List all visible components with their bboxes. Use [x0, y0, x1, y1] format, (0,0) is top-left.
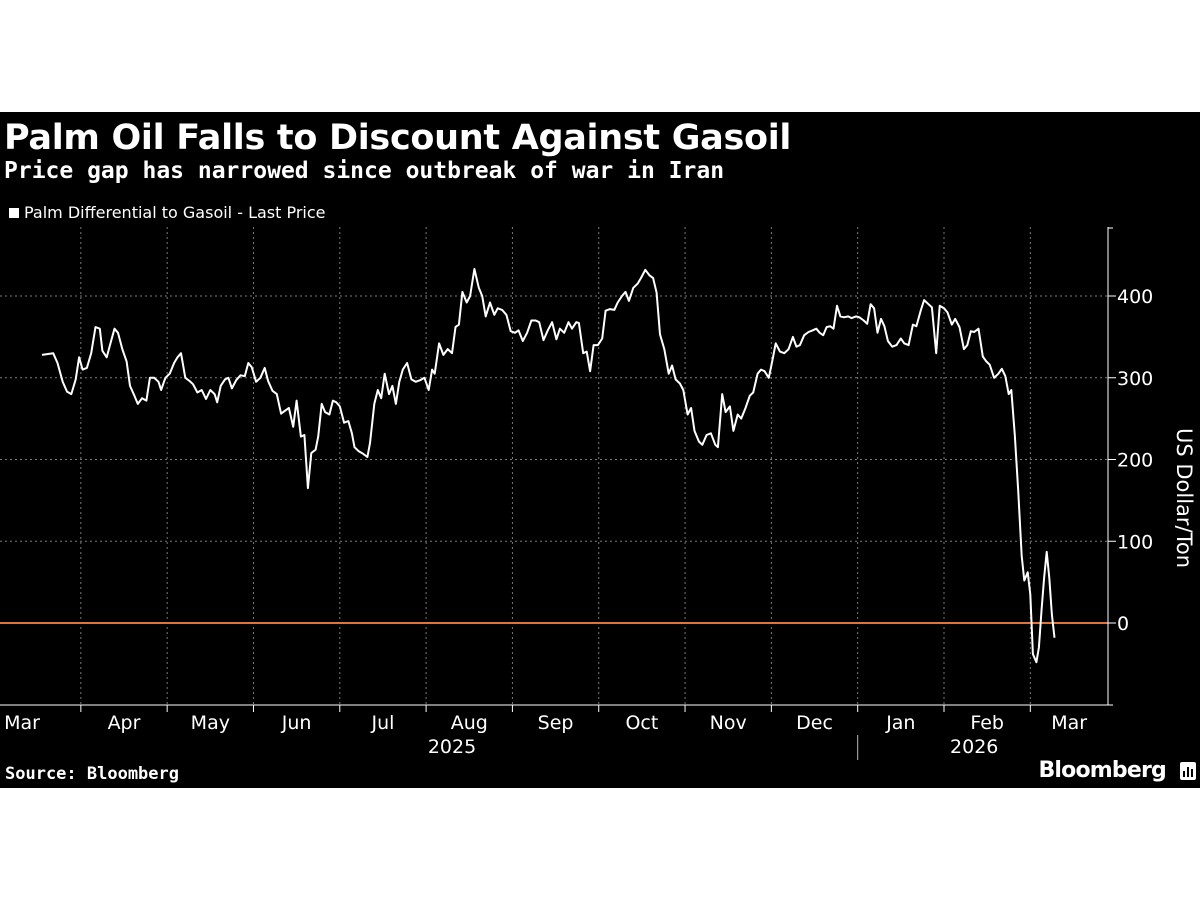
x-axis: Mar Apr May Jun Jul Aug Sep Oct Nov Dec Jan Feb Mar 2… [0, 704, 1108, 760]
x-tick-label: Mar [4, 712, 40, 734]
x-tick-label: Aug [451, 712, 488, 734]
bloomberg-logo: Bloomberg [1038, 758, 1166, 783]
x-tick-label: Oct [625, 712, 658, 734]
x-tick-label: Mar [1051, 712, 1087, 734]
year-label: 2025 [428, 736, 476, 758]
chart-subtitle: Price gap has narrowed since outbreak of… [4, 158, 725, 184]
y-tick-label: 0 [1117, 613, 1129, 635]
y-tick-label: 400 [1117, 286, 1153, 308]
x-tick-label: Jan [885, 712, 915, 734]
legend: Palm Differential to Gasoil - Last Price [9, 203, 326, 222]
x-tick-label: Apr [108, 712, 141, 734]
y-tick-label: 300 [1117, 368, 1153, 390]
x-tick-label: Jun [281, 712, 312, 734]
x-tick-label: Jul [370, 712, 394, 734]
y-tick-label: 100 [1117, 531, 1153, 553]
x-tick-label: May [191, 712, 230, 734]
y-tick-label: 200 [1117, 450, 1153, 472]
x-tick-label: Sep [538, 712, 574, 734]
x-tick-label: Dec [796, 712, 833, 734]
source-note: Source: Bloomberg [5, 764, 179, 784]
x-tick-label: Nov [710, 712, 747, 734]
bloomberg-chart-icon [1180, 762, 1196, 780]
x-grid [80, 227, 1031, 705]
x-tick-label: Feb [970, 712, 1004, 734]
y-axis: 0 100 200 300 400 [1107, 227, 1153, 706]
series-line-palm-differential [41, 268, 1056, 664]
legend-swatch [9, 207, 19, 218]
year-label: 2026 [950, 736, 998, 758]
line-chart: 0 100 200 300 400 Mar Apr May Jun Jul Aug Sep Oct No… [0, 227, 1196, 760]
chart-panel [0, 112, 1200, 788]
y-axis-label: US Dollar/Ton [1172, 428, 1196, 568]
chart-title: Palm Oil Falls to Discount Against Gasoi… [4, 118, 792, 158]
legend-label: Palm Differential to Gasoil - Last Price [24, 203, 326, 222]
